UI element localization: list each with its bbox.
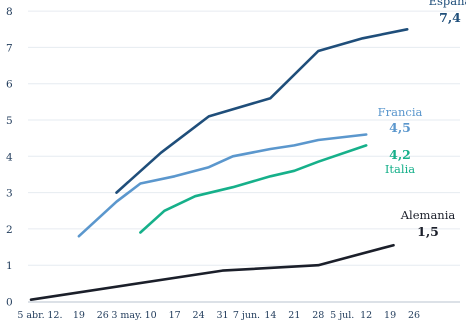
y-tick-label: 7: [6, 42, 13, 54]
x-tick-label: 5 abr.: [17, 310, 44, 321]
series-name-francia: Francia: [378, 105, 423, 119]
x-tick-label: 19: [73, 310, 85, 321]
y-tick-label: 8: [6, 6, 13, 18]
series-name-españa: España: [429, 0, 466, 8]
y-tick-label: 3: [6, 188, 13, 200]
x-tick-label: 26: [97, 310, 109, 321]
series-name-alemania: Alemania: [400, 208, 456, 222]
x-tick-label: 12.: [47, 310, 62, 321]
series-value-francia: 4,5: [389, 120, 411, 135]
x-tick-label: 10: [145, 310, 157, 321]
x-tick-label: 28: [312, 310, 324, 321]
x-tick-label: 19: [384, 310, 396, 321]
y-tick-label: 2: [6, 224, 13, 236]
series-line-francia: [77, 133, 368, 238]
series-name-italia: Italia: [385, 162, 415, 176]
x-tick-label: 5 jul.: [330, 310, 354, 321]
series-lines: [29, 28, 409, 301]
x-tick-label: 24: [193, 310, 205, 321]
x-tick-label: 7 jun.: [233, 310, 260, 321]
series-line-italia: [139, 144, 368, 234]
x-tick-label: 3 may.: [111, 310, 142, 321]
series-line-españa: [115, 28, 409, 194]
x-tick-label: 21: [288, 310, 300, 321]
series-value-italia: 4,2: [389, 147, 411, 162]
x-axis: 5 abr. 12. 19 26 3 may. 10 17 24 31 7 jun. 14 21 28 5…: [17, 301, 460, 321]
y-tick-label: 6: [6, 79, 13, 91]
y-tick-label: 1: [6, 260, 13, 272]
gridlines: [28, 10, 460, 266]
x-tick-label: 12: [360, 310, 372, 321]
series-value-españa: 7,4: [439, 10, 461, 25]
series-line-alemania: [29, 243, 395, 301]
x-tick-label: 17: [169, 310, 181, 321]
y-tick-label: 5: [6, 115, 13, 127]
y-tick-label: 0: [6, 297, 13, 309]
x-tick-label: 31: [216, 310, 228, 321]
y-axis: 0 1 2 3 4 5 6 7 8: [6, 6, 13, 308]
series-value-alemania: 1,5: [417, 224, 439, 239]
x-tick-label: 26: [408, 310, 420, 321]
x-tick-label: 14: [264, 310, 276, 321]
y-tick-label: 4: [6, 151, 13, 163]
